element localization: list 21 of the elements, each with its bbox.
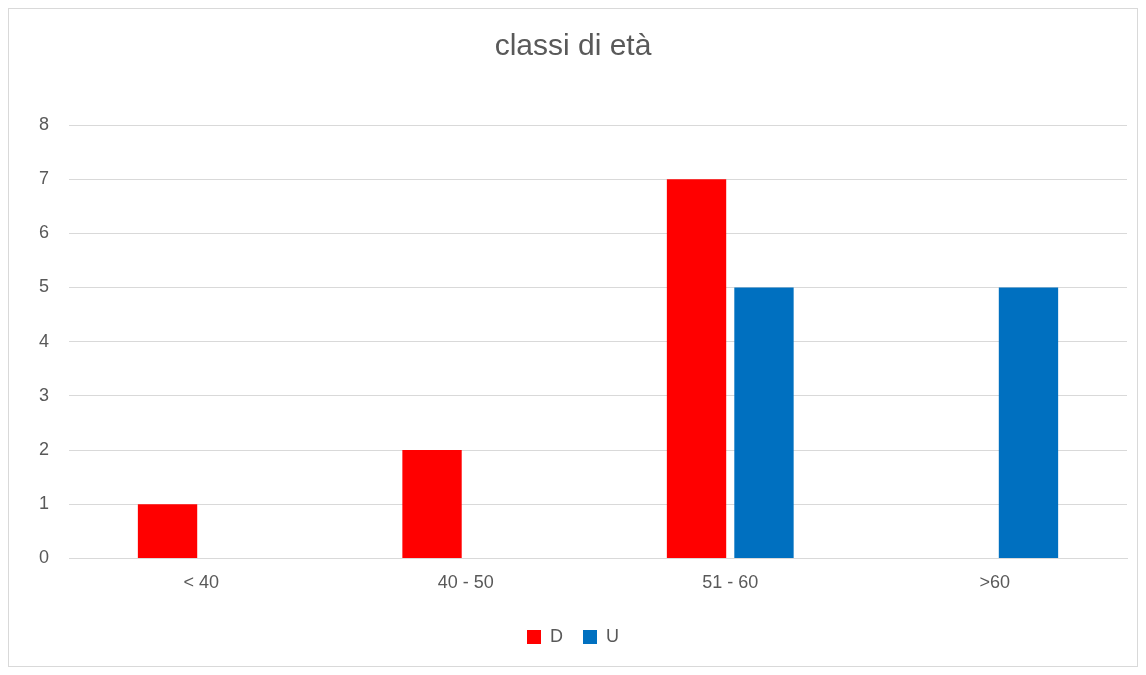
- bar: [137, 504, 198, 558]
- x-tick-label: 51 - 60: [702, 572, 759, 593]
- x-tick-label: < 40: [183, 572, 220, 593]
- y-tick-label: 2: [39, 439, 50, 460]
- y-tick-label: 6: [39, 222, 50, 243]
- chart-title: classi di età: [494, 28, 652, 62]
- y-tick-label: 1: [39, 493, 50, 514]
- y-tick-label: 3: [39, 384, 50, 405]
- y-tick-label: 4: [39, 330, 50, 351]
- legend-label: U: [606, 625, 619, 646]
- y-tick-label: 8: [39, 113, 50, 134]
- y-tick-label: 0: [39, 547, 50, 568]
- legend-label: D: [550, 625, 563, 646]
- y-tick-label: 7: [39, 168, 50, 189]
- x-tick-label: >60: [979, 572, 1011, 593]
- bar: [666, 179, 727, 558]
- bar: [998, 287, 1059, 558]
- bar: [402, 450, 462, 558]
- bar: [734, 287, 794, 558]
- y-tick-label: 5: [39, 276, 50, 297]
- x-tick-label: 40 - 50: [437, 572, 494, 593]
